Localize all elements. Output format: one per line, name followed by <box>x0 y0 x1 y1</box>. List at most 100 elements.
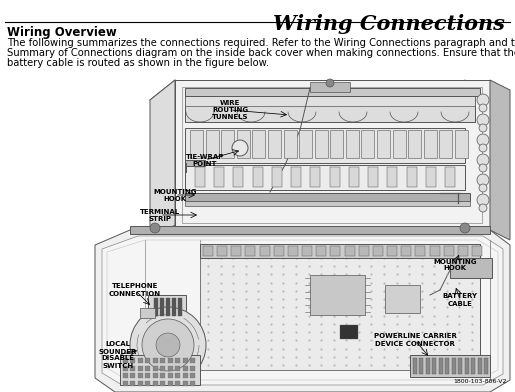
Bar <box>316 246 327 256</box>
Circle shape <box>479 164 487 172</box>
Bar <box>166 298 170 316</box>
Bar <box>153 366 158 371</box>
Bar <box>182 87 482 223</box>
Bar <box>182 373 187 378</box>
Bar <box>331 246 340 256</box>
Bar <box>185 193 470 201</box>
Text: TELEPHONE
CONNECTION: TELEPHONE CONNECTION <box>109 283 161 296</box>
Circle shape <box>479 124 487 132</box>
Bar <box>182 366 187 371</box>
Circle shape <box>460 223 470 233</box>
Circle shape <box>477 174 489 186</box>
Bar <box>452 358 456 374</box>
Bar <box>346 130 359 158</box>
Bar <box>217 246 227 256</box>
Bar <box>138 366 143 371</box>
Bar <box>172 298 176 316</box>
Bar <box>302 246 312 256</box>
Bar <box>416 246 425 256</box>
Bar <box>406 167 417 187</box>
Bar <box>362 130 374 158</box>
Bar <box>359 246 369 256</box>
Text: battery cable is routed as shown in the figure below.: battery cable is routed as shown in the … <box>7 58 269 68</box>
Bar <box>260 246 270 256</box>
Bar <box>445 358 449 374</box>
Bar <box>392 130 406 158</box>
Bar <box>268 130 281 158</box>
Circle shape <box>479 104 487 112</box>
Bar <box>410 355 490 377</box>
Text: Wiring Connections: Wiring Connections <box>273 14 505 34</box>
Bar <box>274 246 284 256</box>
Text: POWERLINE CARRIER
DEVICE CONNECTOR: POWERLINE CARRIER DEVICE CONNECTOR <box>373 334 456 347</box>
Circle shape <box>477 194 489 206</box>
Circle shape <box>477 134 489 146</box>
Bar <box>190 381 195 386</box>
Bar <box>145 373 150 378</box>
Bar <box>246 246 255 256</box>
Bar <box>160 373 165 378</box>
Bar <box>477 358 482 374</box>
Bar <box>185 165 465 190</box>
Bar <box>138 358 143 363</box>
Bar <box>387 246 397 256</box>
Bar <box>145 381 150 386</box>
Bar <box>185 92 475 122</box>
Bar <box>444 246 454 256</box>
Bar <box>252 130 265 158</box>
Circle shape <box>477 154 489 166</box>
Circle shape <box>477 114 489 126</box>
Bar <box>130 366 135 371</box>
Text: BATTERY
CABLE: BATTERY CABLE <box>442 294 477 307</box>
Text: TERMINAL
STRIP: TERMINAL STRIP <box>140 209 180 221</box>
Bar <box>148 295 186 319</box>
Bar <box>299 130 312 158</box>
Bar <box>310 82 350 92</box>
Bar <box>190 130 203 158</box>
Bar <box>190 358 195 363</box>
Bar <box>433 358 436 374</box>
Bar <box>237 130 250 158</box>
Polygon shape <box>175 80 490 230</box>
Bar <box>221 130 234 158</box>
Circle shape <box>232 140 248 156</box>
Bar <box>272 167 282 187</box>
Bar <box>214 167 224 187</box>
Bar <box>160 366 165 371</box>
Polygon shape <box>102 236 503 385</box>
Polygon shape <box>490 80 510 240</box>
Bar <box>253 167 263 187</box>
Bar <box>153 373 158 378</box>
Text: Wiring Overview: Wiring Overview <box>7 26 117 39</box>
Bar <box>368 167 378 187</box>
Bar <box>340 325 358 339</box>
Bar <box>185 128 465 163</box>
Polygon shape <box>150 80 175 240</box>
Bar <box>168 381 173 386</box>
Polygon shape <box>95 230 510 392</box>
Bar <box>413 358 417 374</box>
Text: TIE-WRAP
POINT: TIE-WRAP POINT <box>186 154 224 167</box>
Bar <box>315 130 328 158</box>
Bar <box>465 358 469 374</box>
Circle shape <box>142 319 194 371</box>
Circle shape <box>130 307 206 383</box>
Bar <box>471 358 475 374</box>
Bar <box>419 358 423 374</box>
Bar <box>185 201 470 206</box>
Bar <box>200 250 480 370</box>
Bar <box>291 167 301 187</box>
Bar <box>168 366 173 371</box>
Bar <box>123 381 128 386</box>
Bar <box>205 130 218 158</box>
Text: LOCAL
SOUNDER
DISABLE
SWITCH: LOCAL SOUNDER DISABLE SWITCH <box>99 341 137 368</box>
Bar <box>424 130 437 158</box>
Circle shape <box>156 333 180 357</box>
Bar <box>160 381 165 386</box>
Bar <box>288 246 298 256</box>
Bar <box>130 381 135 386</box>
Bar <box>123 373 128 378</box>
Bar <box>190 373 195 378</box>
Bar <box>426 358 430 374</box>
Bar <box>430 246 439 256</box>
